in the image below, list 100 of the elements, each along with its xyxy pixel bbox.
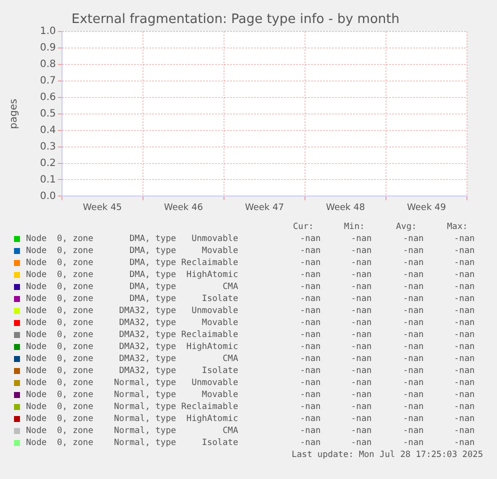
- text: -nan: [300, 233, 321, 245]
- text: -nan: [300, 389, 321, 401]
- text: -nan: [454, 389, 475, 401]
- text: -nan: [300, 281, 321, 293]
- x-tick-label: Week 45: [82, 202, 122, 213]
- x-tick-label: Week 48: [326, 202, 366, 213]
- legend-label: Node 0, zone Normal, type Unmovable: [26, 377, 238, 389]
- text: -nan: [351, 401, 372, 413]
- text: -nan: [403, 245, 424, 257]
- text: -nan: [351, 281, 372, 293]
- legend-label: Node 0, zone DMA, type Isolate: [26, 293, 238, 305]
- text: -nan: [300, 341, 321, 353]
- legend-label: Node 0, zone Normal, type Isolate: [26, 437, 238, 449]
- legend-label: Node 0, zone DMA, type CMA: [26, 281, 238, 293]
- legend-label: Node 0, zone Normal, type HighAtomic: [26, 413, 238, 425]
- legend-label: Node 0, zone DMA32, type Unmovable: [26, 305, 238, 317]
- text: -nan: [300, 413, 321, 425]
- text: -nan: [351, 305, 372, 317]
- legend-label: Node 0, zone Normal, type CMA: [26, 425, 238, 437]
- text: Max:: [447, 221, 468, 233]
- text: -nan: [351, 269, 372, 281]
- text: -nan: [403, 377, 424, 389]
- y-tick-label: 1.0: [40, 26, 56, 38]
- text: -nan: [403, 293, 424, 305]
- text: -nan: [351, 257, 372, 269]
- y-tick-label: 0.5: [40, 108, 56, 120]
- y-tick-label: 0.9: [40, 42, 56, 54]
- text: -nan: [403, 257, 424, 269]
- text: -nan: [454, 233, 475, 245]
- text: -nan: [454, 365, 475, 377]
- text: -nan: [351, 413, 372, 425]
- text: -nan: [454, 377, 475, 389]
- legend-label: Node 0, zone DMA, type Reclaimable: [26, 257, 238, 269]
- text: -nan: [300, 269, 321, 281]
- text: -nan: [454, 293, 475, 305]
- text: -nan: [351, 365, 372, 377]
- text: Min:: [344, 221, 365, 233]
- text: -nan: [300, 377, 321, 389]
- y-tick-label: 0.6: [40, 92, 56, 104]
- text: -nan: [454, 437, 475, 449]
- text: -nan: [403, 233, 424, 245]
- text: -nan: [454, 281, 475, 293]
- text: -nan: [403, 365, 424, 377]
- text: -nan: [403, 281, 424, 293]
- legend-label: Node 0, zone DMA32, type Isolate: [26, 365, 238, 377]
- text: -nan: [351, 293, 372, 305]
- text: -nan: [403, 329, 424, 341]
- text: -nan: [300, 401, 321, 413]
- text: Cur:: [293, 221, 314, 233]
- legend-label: Node 0, zone DMA32, type Reclaimable: [26, 329, 238, 341]
- chart-title: External fragmentation: Page type info - by month: [72, 12, 400, 28]
- text: -nan: [454, 353, 475, 365]
- text: -nan: [454, 305, 475, 317]
- x-tick-label: Week 49: [407, 202, 446, 213]
- text: -nan: [300, 365, 321, 377]
- y-tick-label: 0.1: [40, 174, 56, 186]
- text: -nan: [403, 437, 424, 449]
- y-tick-label: 0.2: [40, 158, 56, 169]
- x-tick-label: Week 46: [164, 202, 204, 213]
- y-tick-label: 0.8: [40, 59, 56, 70]
- y-tick-label: 0.7: [40, 76, 56, 87]
- text: -nan: [454, 401, 475, 413]
- text: -nan: [300, 257, 321, 269]
- text: -nan: [403, 413, 424, 425]
- legend-label: Node 0, zone DMA32, type Movable: [26, 317, 238, 329]
- text: -nan: [454, 245, 475, 257]
- text: -nan: [403, 401, 424, 413]
- text: -nan: [351, 341, 372, 353]
- text: -nan: [351, 377, 372, 389]
- text: -nan: [454, 341, 475, 353]
- legend-label: Node 0, zone DMA, type Unmovable: [26, 233, 238, 245]
- legend-label: Node 0, zone DMA32, type HighAtomic: [26, 341, 238, 353]
- text: -nan: [300, 305, 321, 317]
- text: -nan: [351, 245, 372, 257]
- text: -nan: [454, 317, 475, 329]
- text: Avg:: [396, 221, 417, 233]
- text: -nan: [300, 353, 321, 365]
- text: -nan: [403, 341, 424, 353]
- legend-label: Node 0, zone Normal, type Reclaimable: [26, 401, 238, 413]
- text: -nan: [403, 425, 424, 437]
- legend-label: Node 0, zone DMA, type Movable: [26, 245, 238, 257]
- text: Last update: Mon Jul 28 17:25:03 2025: [292, 449, 483, 461]
- text: -nan: [300, 425, 321, 437]
- text: -nan: [351, 425, 372, 437]
- text: -nan: [403, 269, 424, 281]
- text: -nan: [403, 317, 424, 329]
- legend-label: Node 0, zone DMA, type HighAtomic: [26, 269, 238, 281]
- text: -nan: [454, 257, 475, 269]
- text: -nan: [403, 305, 424, 317]
- y-tick-label: 0.4: [40, 124, 56, 136]
- text: -nan: [351, 353, 372, 365]
- text: -nan: [351, 389, 372, 401]
- text: -nan: [300, 329, 321, 341]
- text: -nan: [403, 353, 424, 365]
- text: -nan: [351, 317, 372, 329]
- x-tick-label: Week 47: [244, 202, 284, 213]
- legend-label: Node 0, zone Normal, type Movable: [26, 389, 238, 401]
- text: -nan: [351, 437, 372, 449]
- text: -nan: [300, 245, 321, 257]
- text: -nan: [454, 269, 475, 281]
